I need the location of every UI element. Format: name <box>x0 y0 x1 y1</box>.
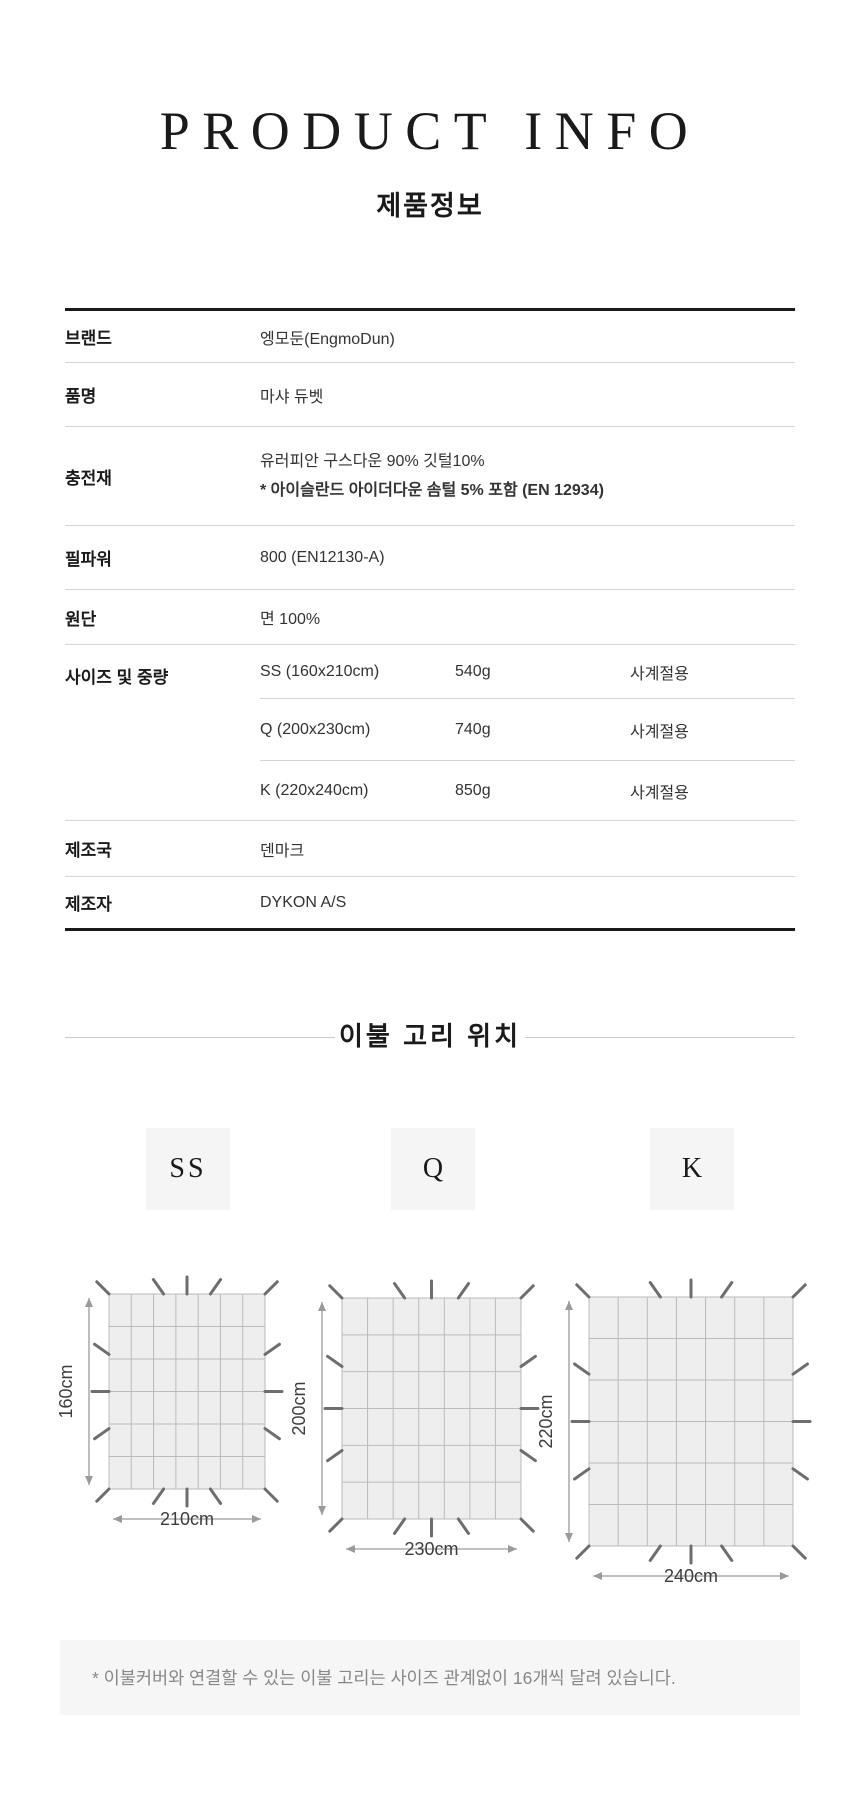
svg-text:240cm: 240cm <box>664 1566 718 1586</box>
svg-text:200cm: 200cm <box>289 1381 309 1435</box>
svg-text:210cm: 210cm <box>160 1509 214 1529</box>
svg-text:220cm: 220cm <box>536 1394 556 1448</box>
svg-text:160cm: 160cm <box>56 1364 76 1418</box>
svg-text:230cm: 230cm <box>404 1539 458 1559</box>
